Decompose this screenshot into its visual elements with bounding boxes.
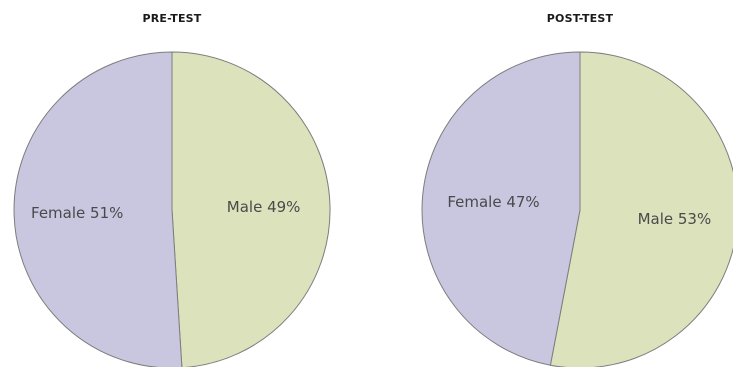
post-test-chart: POST-TEST Male 53% Female 47% <box>421 12 733 367</box>
pre-test-label-female: Female 51% <box>31 204 123 222</box>
post-test-slices <box>421 51 733 367</box>
pre-test-labels: Male 49% Female 51% <box>31 198 300 222</box>
pre-test-chart: PRE-TEST Male 49% Female 51% <box>13 12 331 367</box>
post-test-title: POST-TEST <box>547 12 614 25</box>
post-test-slice-male <box>549 51 733 367</box>
pre-test-title: PRE-TEST <box>142 12 201 25</box>
post-test-labels: Male 53% Female 47% <box>447 193 711 228</box>
post-test-label-female: Female 47% <box>447 193 539 211</box>
post-test-label-male: Male 53% <box>638 210 712 228</box>
pre-test-label-male: Male 49% <box>227 198 301 216</box>
post-test-slice-female <box>421 51 581 366</box>
pre-test-slice-male <box>171 51 331 367</box>
pre-test-slices <box>13 51 331 367</box>
pre-test-slice-female <box>13 51 183 367</box>
